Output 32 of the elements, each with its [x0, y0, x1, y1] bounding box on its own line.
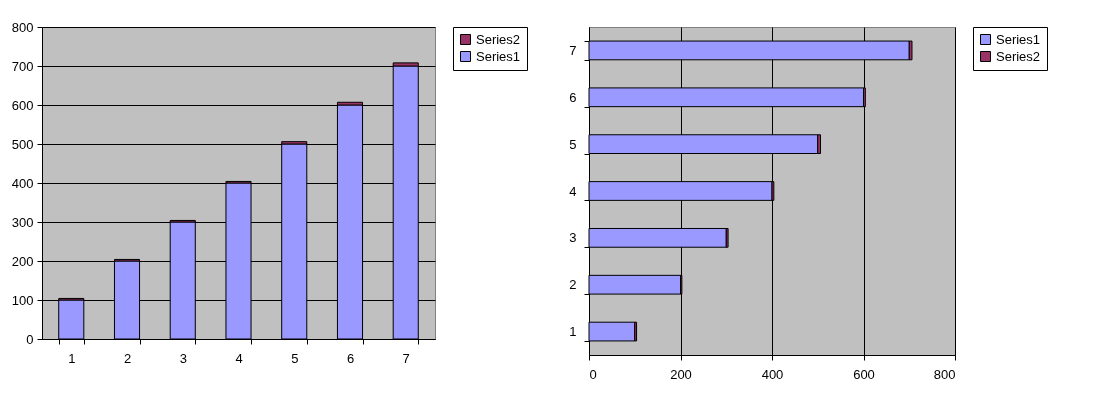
x-tick-label: 5 [291, 350, 299, 366]
y-tick-label: 5 [569, 136, 577, 152]
y-tick-label: 600 [11, 97, 34, 113]
legend-label: Series2 [996, 48, 1041, 64]
y-tick-label: 3 [569, 230, 577, 246]
y-tick-label: 100 [11, 292, 34, 308]
y-tick-label: 4 [569, 183, 577, 199]
y-tick-label: 300 [11, 214, 34, 230]
x-tick-label: 1 [68, 350, 76, 366]
legend-label: Series1 [996, 31, 1041, 47]
x-tick-label: 400 [761, 366, 784, 382]
y-tick-label: 6 [569, 89, 577, 105]
y-tick-label: 800 [11, 19, 34, 35]
x-tick-label: 800 [933, 366, 956, 382]
y-tick-label: 200 [11, 253, 34, 269]
x-tick-label: 7 [402, 350, 410, 366]
x-tick-label: 2 [123, 350, 132, 366]
x-tick-label: 0 [589, 366, 597, 382]
legend-label: Series2 [476, 31, 521, 47]
y-tick-label: 7 [569, 42, 577, 58]
y-tick-label: 700 [11, 58, 34, 74]
y-tick-label: 1 [569, 324, 577, 340]
x-tick-label: 3 [179, 350, 187, 366]
x-tick-label: 4 [235, 350, 243, 366]
y-tick-label: 400 [11, 175, 34, 191]
x-tick-label: 6 [346, 350, 355, 366]
x-tick-label: 200 [670, 366, 692, 382]
y-tick-label: 0 [26, 331, 34, 347]
legend-label: Series1 [476, 48, 521, 64]
y-tick-label: 500 [11, 136, 34, 152]
x-tick-label: 600 [853, 366, 875, 382]
y-tick-label: 2 [569, 277, 577, 293]
